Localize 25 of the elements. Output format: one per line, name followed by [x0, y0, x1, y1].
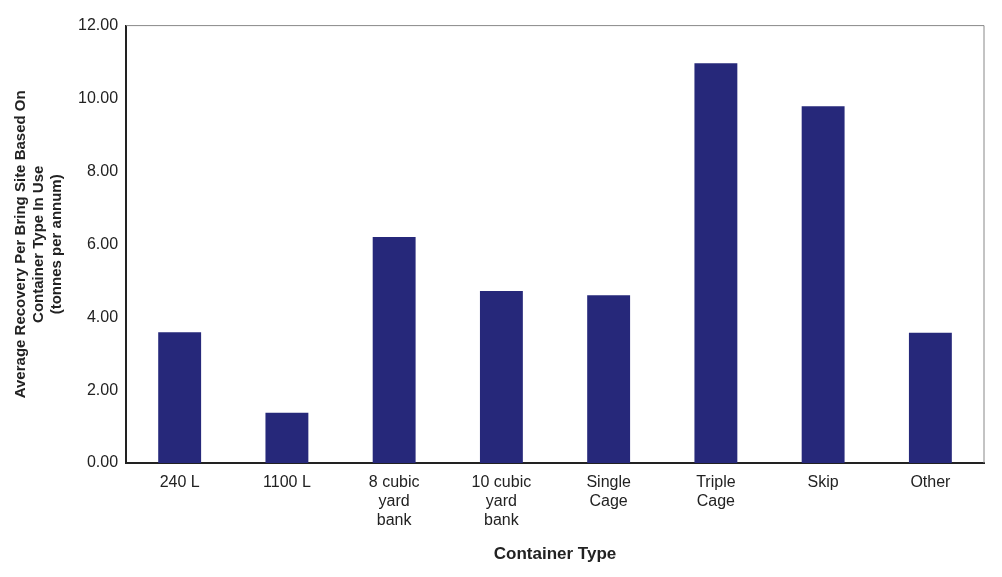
- y-tick-label: 6.00: [86, 234, 119, 252]
- x-axis-title: Container Type: [493, 544, 617, 564]
- bar: [801, 106, 845, 463]
- x-tick-label: 10 cubic yard bank: [471, 473, 532, 529]
- y-tick-label: 2.00: [86, 380, 119, 398]
- bar: [694, 63, 738, 463]
- bar: [372, 237, 416, 463]
- x-tick-label: 240 L: [159, 473, 200, 491]
- bar: [587, 295, 631, 463]
- x-tick-label: Skip: [807, 473, 839, 491]
- y-tick-label: 0.00: [86, 453, 119, 471]
- y-tick-label: 10.00: [77, 88, 119, 106]
- x-tick-label: Single Cage: [586, 473, 631, 510]
- x-tick-label: Other: [910, 473, 952, 491]
- bar: [479, 290, 523, 463]
- x-tick-label: Triple Cage: [696, 473, 736, 510]
- y-tick-label: 12.00: [77, 16, 119, 34]
- x-tick-label: 8 cubic yard bank: [368, 473, 420, 529]
- bar: [908, 332, 952, 463]
- y-tick-label: 4.00: [86, 307, 119, 325]
- bar: [158, 332, 202, 463]
- y-axis-title: Average Recovery Per Bring Site Based On Container Type In Use (tonnes per annum): [11, 90, 65, 399]
- y-tick-label: 8.00: [86, 161, 119, 179]
- bar: [265, 412, 309, 463]
- x-tick-label: 1100 L: [263, 473, 311, 491]
